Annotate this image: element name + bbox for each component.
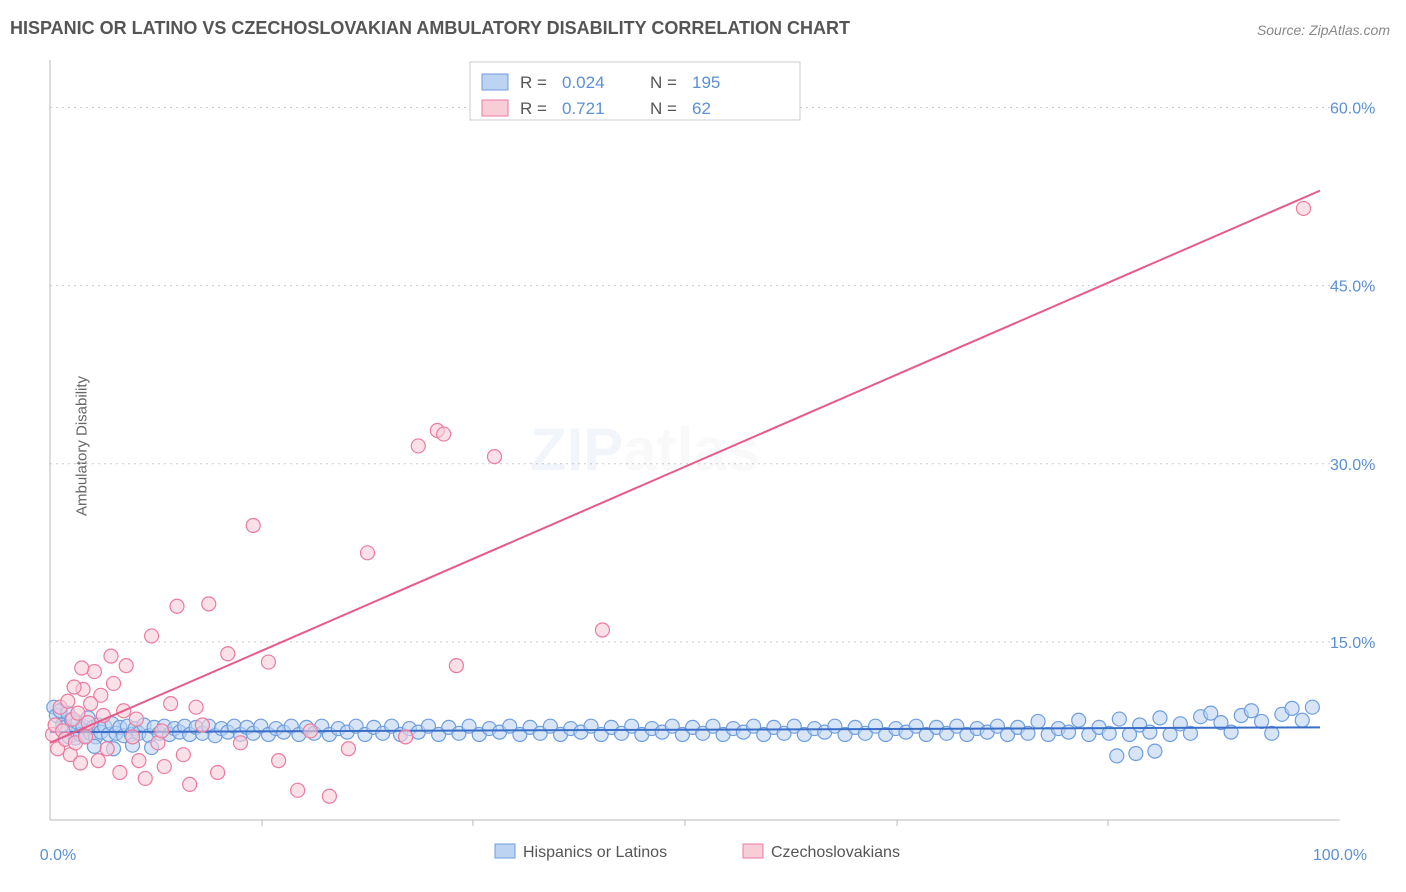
scatter-point-1 bbox=[164, 697, 178, 711]
scatter-point-1 bbox=[79, 730, 93, 744]
scatter-point-1 bbox=[399, 730, 413, 744]
scatter-point-1 bbox=[132, 754, 146, 768]
legend-n-value: 62 bbox=[692, 99, 711, 118]
scatter-point-0 bbox=[1153, 711, 1167, 725]
scatter-point-1 bbox=[87, 665, 101, 679]
legend-bottom-swatch bbox=[743, 844, 763, 858]
scatter-point-1 bbox=[170, 599, 184, 613]
scatter-point-1 bbox=[437, 427, 451, 441]
scatter-point-1 bbox=[322, 789, 336, 803]
scatter-point-1 bbox=[67, 680, 81, 694]
scatter-point-1 bbox=[100, 742, 114, 756]
scatter-point-0 bbox=[1255, 714, 1269, 728]
scatter-point-0 bbox=[1031, 714, 1045, 728]
legend-bottom-label: Hispanics or Latinos bbox=[523, 844, 667, 861]
legend-n-label: N = bbox=[650, 99, 677, 118]
legend-n-label: N = bbox=[650, 73, 677, 92]
legend-r-label: R = bbox=[520, 73, 547, 92]
scatter-point-1 bbox=[176, 748, 190, 762]
scatter-point-1 bbox=[341, 742, 355, 756]
x-tick-label: 100.0% bbox=[1313, 847, 1367, 864]
scatter-point-1 bbox=[126, 730, 140, 744]
scatter-point-0 bbox=[1062, 725, 1076, 739]
scatter-point-1 bbox=[361, 546, 375, 560]
scatter-point-1 bbox=[195, 718, 209, 732]
scatter-point-1 bbox=[84, 697, 98, 711]
scatter-point-1 bbox=[91, 754, 105, 768]
scatter-point-1 bbox=[234, 736, 248, 750]
scatter-point-1 bbox=[157, 760, 171, 774]
scatter-point-0 bbox=[1112, 712, 1126, 726]
legend-swatch bbox=[482, 74, 508, 90]
y-tick-label: 45.0% bbox=[1330, 279, 1375, 296]
scatter-point-1 bbox=[145, 629, 159, 643]
scatter-point-1 bbox=[113, 766, 127, 780]
scatter-point-1 bbox=[155, 724, 169, 738]
scatter-point-0 bbox=[1129, 747, 1143, 761]
y-tick-label: 15.0% bbox=[1330, 635, 1375, 652]
scatter-point-1 bbox=[183, 777, 197, 791]
legend-swatch bbox=[482, 100, 508, 116]
scatter-point-0 bbox=[1163, 728, 1177, 742]
scatter-point-1 bbox=[107, 676, 121, 690]
scatter-point-1 bbox=[303, 724, 317, 738]
scatter-point-1 bbox=[75, 661, 89, 675]
scatter-point-1 bbox=[411, 439, 425, 453]
scatter-point-1 bbox=[221, 647, 235, 661]
scatter-point-0 bbox=[1285, 701, 1299, 715]
scatter-point-1 bbox=[202, 597, 216, 611]
scatter-point-0 bbox=[1148, 744, 1162, 758]
trend-line-1 bbox=[50, 191, 1320, 743]
y-tick-label: 30.0% bbox=[1330, 457, 1375, 474]
legend-r-value: 0.024 bbox=[562, 73, 605, 92]
scatter-point-1 bbox=[119, 659, 133, 673]
legend-bottom-label: Czechoslovakians bbox=[771, 844, 900, 861]
scatter-point-0 bbox=[1110, 749, 1124, 763]
scatter-point-1 bbox=[211, 766, 225, 780]
scatter-point-0 bbox=[1305, 700, 1319, 714]
scatter-point-0 bbox=[1244, 704, 1258, 718]
legend-bottom-swatch bbox=[495, 844, 515, 858]
x-tick-label: 0.0% bbox=[40, 847, 76, 864]
scatter-point-1 bbox=[595, 623, 609, 637]
scatter-point-1 bbox=[246, 519, 260, 533]
scatter-point-0 bbox=[1295, 713, 1309, 727]
scatter-point-0 bbox=[1072, 713, 1086, 727]
scatter-point-1 bbox=[61, 694, 75, 708]
scatter-point-1 bbox=[272, 754, 286, 768]
scatter-point-1 bbox=[104, 649, 118, 663]
scatter-point-1 bbox=[449, 659, 463, 673]
scatter-point-1 bbox=[1296, 201, 1310, 215]
y-tick-label: 60.0% bbox=[1330, 101, 1375, 118]
scatter-point-1 bbox=[73, 756, 87, 770]
legend-r-value: 0.721 bbox=[562, 99, 605, 118]
scatter-point-1 bbox=[261, 655, 275, 669]
legend-n-value: 195 bbox=[692, 73, 720, 92]
scatter-point-1 bbox=[189, 700, 203, 714]
scatter-point-1 bbox=[129, 712, 143, 726]
scatter-point-1 bbox=[138, 771, 152, 785]
scatter-point-1 bbox=[488, 450, 502, 464]
chart-svg: 15.0%30.0%45.0%60.0%0.0%100.0%ZIPatlasR … bbox=[0, 0, 1406, 892]
scatter-point-1 bbox=[291, 783, 305, 797]
legend-r-label: R = bbox=[520, 99, 547, 118]
